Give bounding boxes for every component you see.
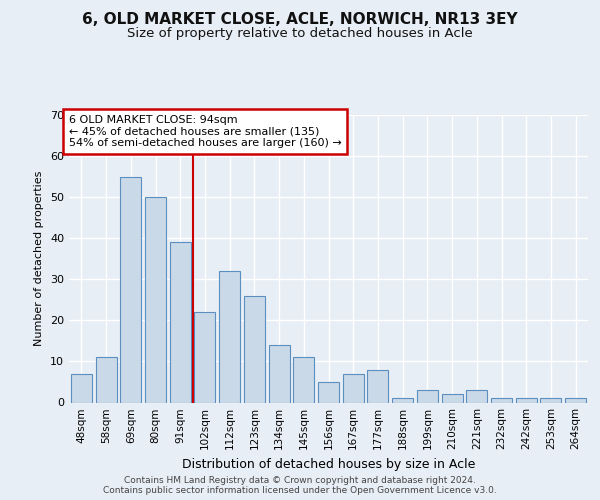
Bar [145, 197, 166, 402]
Bar [417, 390, 438, 402]
Bar [71, 374, 92, 402]
Bar [120, 176, 141, 402]
Bar [516, 398, 537, 402]
Bar [244, 296, 265, 403]
Bar [343, 374, 364, 402]
Bar [318, 382, 339, 402]
Text: Contains HM Land Registry data © Crown copyright and database right 2024.
Contai: Contains HM Land Registry data © Crown c… [103, 476, 497, 495]
Bar [565, 398, 586, 402]
X-axis label: Distribution of detached houses by size in Acle: Distribution of detached houses by size … [182, 458, 475, 471]
Bar [170, 242, 191, 402]
Bar [194, 312, 215, 402]
Bar [491, 398, 512, 402]
Bar [269, 345, 290, 403]
Bar [95, 358, 116, 403]
Bar [442, 394, 463, 402]
Bar [466, 390, 487, 402]
Text: Size of property relative to detached houses in Acle: Size of property relative to detached ho… [127, 28, 473, 40]
Bar [293, 358, 314, 403]
Bar [219, 271, 240, 402]
Y-axis label: Number of detached properties: Number of detached properties [34, 171, 44, 346]
Bar [367, 370, 388, 402]
Bar [541, 398, 562, 402]
Bar [392, 398, 413, 402]
Text: 6, OLD MARKET CLOSE, ACLE, NORWICH, NR13 3EY: 6, OLD MARKET CLOSE, ACLE, NORWICH, NR13… [82, 12, 518, 28]
Text: 6 OLD MARKET CLOSE: 94sqm
← 45% of detached houses are smaller (135)
54% of semi: 6 OLD MARKET CLOSE: 94sqm ← 45% of detac… [69, 115, 342, 148]
